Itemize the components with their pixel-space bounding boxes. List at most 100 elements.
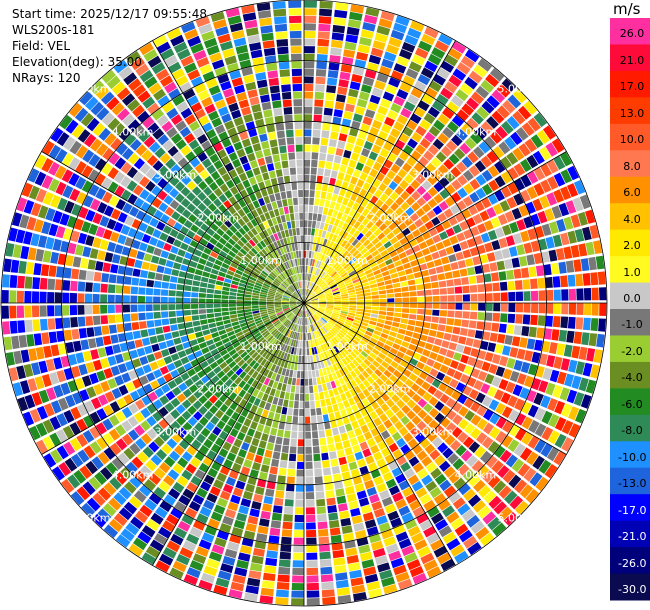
gate <box>458 529 473 543</box>
gate <box>260 464 270 473</box>
gate <box>308 370 312 378</box>
gate <box>325 231 331 240</box>
gate <box>501 120 514 135</box>
gate <box>256 2 271 12</box>
gate <box>338 133 348 142</box>
gate <box>297 446 304 454</box>
gate <box>174 376 184 386</box>
gate <box>459 268 468 277</box>
gate <box>476 274 484 284</box>
gate <box>390 128 401 139</box>
gate <box>351 404 359 413</box>
gate <box>249 339 257 346</box>
gate <box>183 236 192 245</box>
gate <box>403 144 414 155</box>
gate <box>294 291 300 298</box>
gate <box>312 323 317 331</box>
gate <box>118 507 133 521</box>
gate <box>68 354 78 366</box>
gate <box>305 454 313 462</box>
gate <box>268 379 275 388</box>
gate <box>383 324 392 331</box>
gate <box>110 137 123 151</box>
gate <box>102 335 112 346</box>
gate <box>203 247 212 255</box>
gate <box>302 303 304 310</box>
gate <box>230 338 239 345</box>
gate <box>295 316 299 324</box>
gate <box>266 297 274 300</box>
gate <box>276 200 283 208</box>
gate <box>523 291 531 301</box>
gate <box>325 323 332 330</box>
ppi-gates <box>1 0 607 606</box>
gate <box>298 309 302 317</box>
gate <box>180 264 189 272</box>
gate <box>292 339 297 347</box>
gate <box>400 444 411 454</box>
gate <box>217 166 227 176</box>
gate <box>197 152 208 162</box>
gate <box>451 41 467 54</box>
gate <box>186 482 198 493</box>
gate <box>393 524 406 535</box>
gate <box>103 482 117 496</box>
gate <box>178 329 187 337</box>
gate <box>203 499 215 510</box>
gate <box>445 349 455 359</box>
gate <box>414 47 429 59</box>
gate <box>281 282 288 288</box>
gate <box>366 486 378 497</box>
gate <box>364 299 372 303</box>
gate <box>235 405 244 414</box>
gate <box>532 198 543 212</box>
gate <box>207 370 216 379</box>
gate <box>228 299 236 303</box>
gate <box>311 304 319 306</box>
azimuth-spoke <box>303 40 456 304</box>
gate <box>311 259 316 267</box>
gate <box>400 384 410 393</box>
gate <box>372 299 380 303</box>
gate <box>324 375 330 383</box>
gate <box>268 535 280 544</box>
gate <box>132 84 147 97</box>
gate <box>267 131 277 140</box>
gate <box>264 565 277 574</box>
gate <box>62 317 71 329</box>
gate <box>88 169 100 182</box>
gate <box>189 260 198 268</box>
gate <box>259 305 267 308</box>
gate <box>425 296 433 302</box>
gate <box>342 348 350 356</box>
gate <box>305 424 311 432</box>
gate <box>498 237 508 249</box>
gate <box>215 340 223 348</box>
gate <box>87 259 97 270</box>
gate <box>334 9 348 19</box>
gate <box>523 216 534 229</box>
gate <box>319 544 331 552</box>
gate <box>541 426 554 441</box>
gate <box>246 428 256 437</box>
gate <box>352 359 360 367</box>
gate <box>339 368 346 377</box>
gate <box>278 138 286 146</box>
gate <box>299 273 302 281</box>
gate <box>292 331 297 339</box>
gate <box>247 34 261 44</box>
gate <box>417 398 428 408</box>
gate <box>90 138 103 152</box>
gate <box>278 287 285 292</box>
gate <box>331 124 340 133</box>
gate <box>417 303 425 309</box>
gate <box>312 431 319 439</box>
gate <box>318 229 323 237</box>
gate <box>353 211 361 220</box>
gate <box>157 95 171 107</box>
gate <box>207 283 215 289</box>
gate <box>440 558 456 572</box>
gate <box>300 378 304 386</box>
range-ring-label: 5.00km <box>498 83 540 96</box>
gate <box>593 240 603 254</box>
